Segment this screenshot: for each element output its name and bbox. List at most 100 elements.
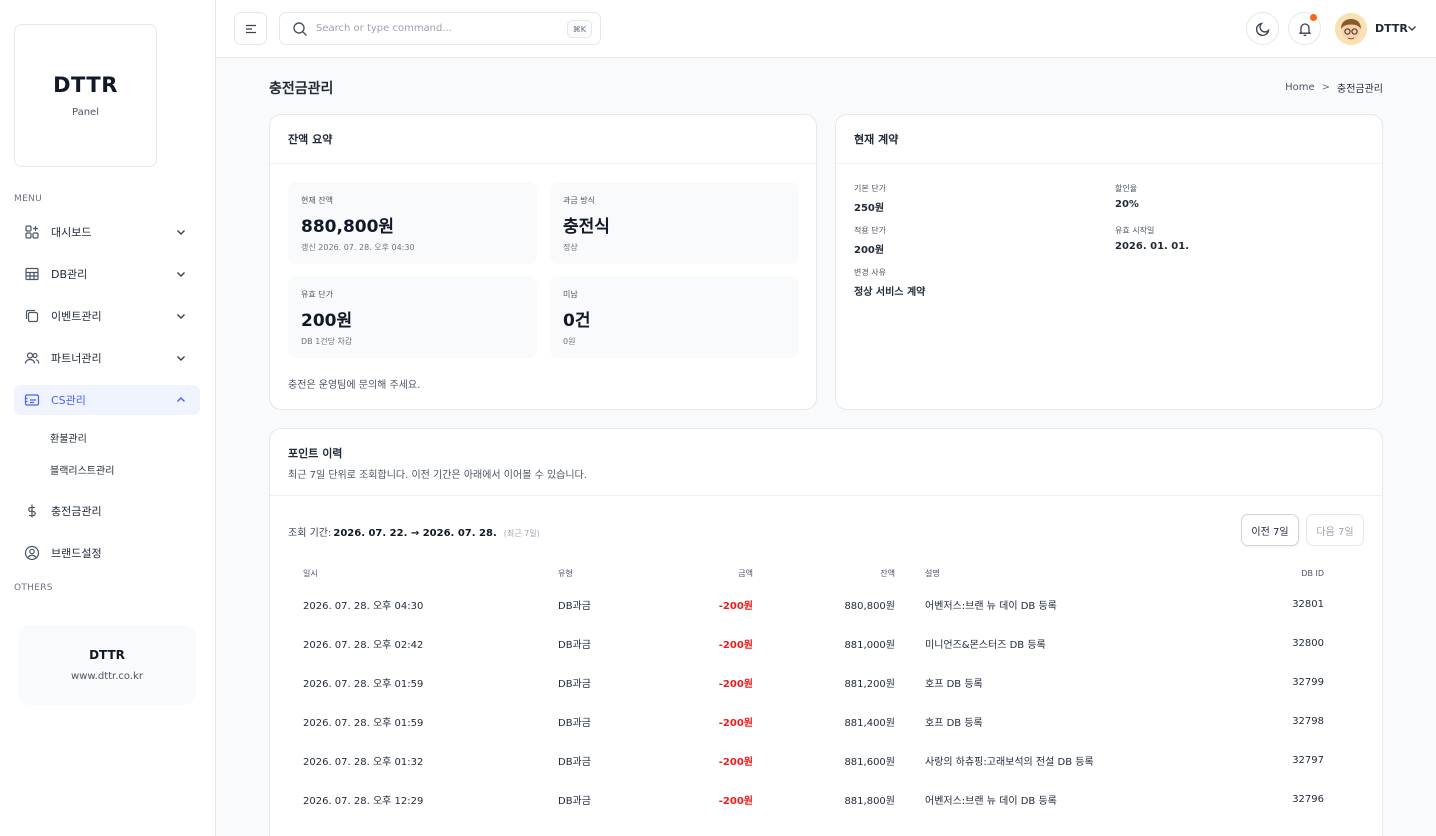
search-bar[interactable]: ⌘K [279,12,601,45]
search-input[interactable] [316,23,556,34]
chevron-down-icon [177,230,185,235]
promo-url[interactable]: www.dttr.co.kr [71,671,143,682]
moon-icon [1255,21,1270,36]
period-value: 2026. 07. 22. → 2026. 07. 28. [333,528,497,539]
stat-subtext: 갱신 2026. 07. 28. 오후 04:30 [301,243,415,252]
field-value: 2026. 01. 01. [1115,241,1190,252]
cell-description: 호프 DB 등록 [925,679,983,690]
menu-icon [245,24,256,33]
current-contract-card: 현재 계약 기본 단가 250원 할인율 20% 적용 단가 200원 유효 시… [835,114,1383,410]
stat-label: 현재 잔액 [301,196,333,205]
table-row: 2026. 07. 28. 오후 01:59 DB과금 -200원 881,20… [288,663,1344,702]
user-circle-icon [24,545,40,561]
table-row: 2026. 07. 28. 오후 01:59 DB과금 -200원 881,40… [288,702,1344,741]
ticket-icon [24,392,40,408]
stat-billing-method: 과금 방식 충전식 정상 [550,182,799,264]
field-label: 적용 단가 [854,226,886,235]
sidebar: DTTR Panel MENU 대시보드 DB관리 이벤트관리 파트너관리 [0,0,216,836]
cell-amount: -200원 [718,796,753,807]
chevron-down-icon [177,356,185,361]
stat-value: 충전식 [563,217,610,237]
column-header-db-id: DB ID [1301,569,1324,578]
sidebar-item-charge[interactable]: 충전금관리 [14,496,200,526]
period-range: 조회 기간: 2026. 07. 22. → 2026. 07. 28. (최근… [288,524,540,539]
sidebar-item-db[interactable]: DB관리 [14,259,200,289]
card-title: 현재 계약 [836,115,1382,164]
sidebar-toggle-button[interactable] [234,12,267,45]
stat-subtext: DB 1건당 차감 [301,337,353,346]
cell-date: 2026. 07. 28. 오후 02:42 [303,640,424,651]
sidebar-item-label: 브랜드설정 [51,547,102,560]
others-section-label: OTHERS [14,583,53,593]
field-label: 변경 사유 [854,268,886,277]
table-header-row: 일시 유형 금액 잔액 설명 DB ID [288,562,1344,585]
sidebar-item-label: DB관리 [51,268,88,281]
grid-plus-icon [24,224,40,240]
table-icon [24,266,40,282]
cell-date: 2026. 07. 28. 오후 01:59 [303,679,424,690]
bell-icon [1298,22,1311,36]
users-icon [24,350,40,366]
summary-note: 충전은 운영팀에 문의해 주세요. [288,380,421,391]
cell-db-id: 32799 [1292,677,1324,688]
theme-toggle-button[interactable] [1246,12,1279,45]
breadcrumb: Home > 충전금관리 [1285,80,1383,95]
chevron-down-icon[interactable] [1406,22,1418,34]
cell-description: 어벤저스:브랜 뉴 데이 DB 등록 [925,601,1057,612]
period-note: (최근 7일) [503,529,540,538]
sidebar-item-cs[interactable]: CS관리 [14,385,200,415]
stat-unpaid: 미납 0건 0원 [550,276,799,358]
column-header-date: 일시 [303,569,318,578]
breadcrumb-current: 충전금관리 [1337,84,1383,95]
cell-db-id: 32800 [1292,638,1324,649]
sidebar-item-partners[interactable]: 파트너관리 [14,343,200,373]
stat-subtext: 정상 [563,243,578,252]
field-label: 기본 단가 [854,184,886,193]
search-shortcut-badge: ⌘K [566,20,592,38]
field-value: 20% [1115,199,1139,210]
cell-type: DB과금 [558,718,591,729]
next-7-days-button[interactable]: 다음 7일 [1306,514,1364,546]
cell-description: 사랑의 하츄핑:고래보석의 전설 DB 등록 [925,757,1094,768]
table-row: 2026. 07. 28. 오후 02:42 DB과금 -200원 881,00… [288,624,1344,663]
card-title: 포인트 이력 [288,447,343,460]
sidebar-item-brand[interactable]: 브랜드설정 [14,538,200,568]
cell-db-id: 32798 [1292,716,1324,727]
notifications-button[interactable] [1288,12,1321,45]
stat-subtext: 0원 [563,337,576,346]
sidebar-subitem-blacklist[interactable]: 블랙리스트관리 [50,466,115,477]
breadcrumb-separator: > [1321,82,1330,93]
field-label: 할인율 [1115,184,1138,193]
user-name[interactable]: DTTR [1375,22,1408,35]
sidebar-item-events[interactable]: 이벤트관리 [14,301,200,331]
cell-db-id: 32801 [1292,599,1324,610]
breadcrumb-home[interactable]: Home [1285,82,1315,93]
logo-box[interactable]: DTTR Panel [14,24,157,167]
cell-date: 2026. 07. 28. 오후 04:30 [303,601,424,612]
table-row: 2026. 07. 28. 오후 04:30 DB과금 -200원 880,80… [288,585,1344,624]
card-subtitle: 최근 7일 단위로 조회합니다. 이전 기간은 아래에서 이어볼 수 있습니다. [288,470,587,481]
cell-balance: 881,000원 [844,640,895,651]
field-value: 200원 [854,245,885,256]
dollar-icon [24,503,40,519]
cell-date: 2026. 07. 28. 오후 01:32 [303,757,424,768]
cell-date: 2026. 07. 28. 오후 01:59 [303,718,424,729]
cell-amount: -200원 [718,718,753,729]
avatar[interactable] [1335,13,1367,45]
field-value: 250원 [854,203,885,214]
cell-balance: 881,600원 [844,757,895,768]
cell-balance: 880,800원 [844,601,895,612]
chevron-down-icon [177,314,185,319]
sidebar-item-dashboard[interactable]: 대시보드 [14,217,200,247]
column-header-description: 설명 [925,569,940,578]
table-row: 2026. 07. 28. 오후 01:32 DB과금 -200원 881,60… [288,741,1344,780]
sidebar-subitem-refund[interactable]: 환불관리 [50,434,87,445]
stat-current-balance: 현재 잔액 880,800원 갱신 2026. 07. 28. 오후 04:30 [288,182,537,264]
chevron-down-icon [177,272,185,277]
divider [270,495,1382,496]
column-header-balance: 잔액 [880,569,895,578]
copy-icon [24,308,40,324]
prev-7-days-button[interactable]: 이전 7일 [1241,514,1299,546]
cell-amount: -200원 [718,601,753,612]
sidebar-item-label: 대시보드 [51,226,92,239]
